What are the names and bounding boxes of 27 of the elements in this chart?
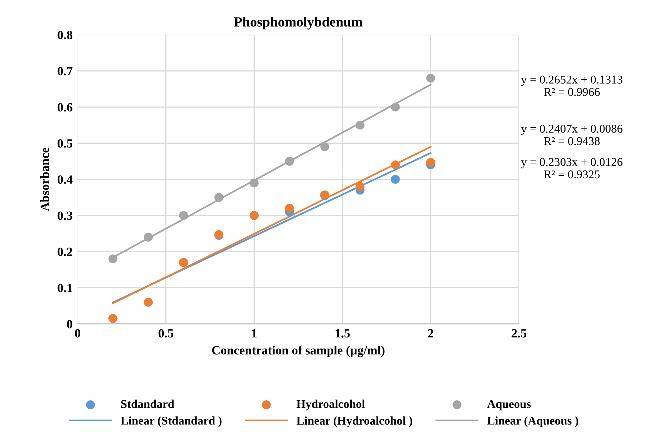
legend-label: Linear (Hydroalcohol ) <box>296 416 412 428</box>
legend-label: Aqueous <box>487 400 532 411</box>
y-tick-label: 0.7 <box>58 67 73 76</box>
legend-label: Stdandard <box>121 400 174 408</box>
y-tick-label: 0.4 <box>58 176 73 184</box>
legend-label: Hydroalcohol <box>296 400 366 411</box>
text: y = 0.2303x + 0.0126 R² = 0.9325 <box>521 158 623 179</box>
x-tick-label: 0 <box>75 329 81 338</box>
y-tick-label: 0.5 <box>58 139 73 148</box>
text: y = 0.2652x + 0.1313 R² = 0.9966 <box>521 76 623 96</box>
y-axis-title: Absorbance <box>40 148 50 212</box>
x-tick-label: 1.5 <box>336 329 350 338</box>
y-tick-label: 0.1 <box>58 284 72 292</box>
legend-label: Linear (Stdandard ) <box>121 416 222 428</box>
x-tick-label: 2.5 <box>512 329 527 338</box>
y-tick-label: 0.8 <box>58 31 73 40</box>
y-tick-label: 0.6 <box>58 103 73 112</box>
y-tick-label: 0.3 <box>58 212 73 220</box>
x-tick-label: 1 <box>252 329 257 338</box>
x-tick-label: 0.5 <box>158 329 174 338</box>
legend-label: Linear (Aqueous ) <box>488 416 578 428</box>
text: y = 0.2407x + 0.0086 R² = 0.9438 <box>521 125 623 146</box>
x-tick-label: 2 <box>428 329 434 338</box>
x-axis-title: Concentration of sample (µg/ml) <box>212 346 385 358</box>
y-tick-label: 0 <box>67 320 73 329</box>
y-tick-label: 0.2 <box>58 248 72 256</box>
chart-title: Phosphomolybdenum <box>234 17 363 30</box>
